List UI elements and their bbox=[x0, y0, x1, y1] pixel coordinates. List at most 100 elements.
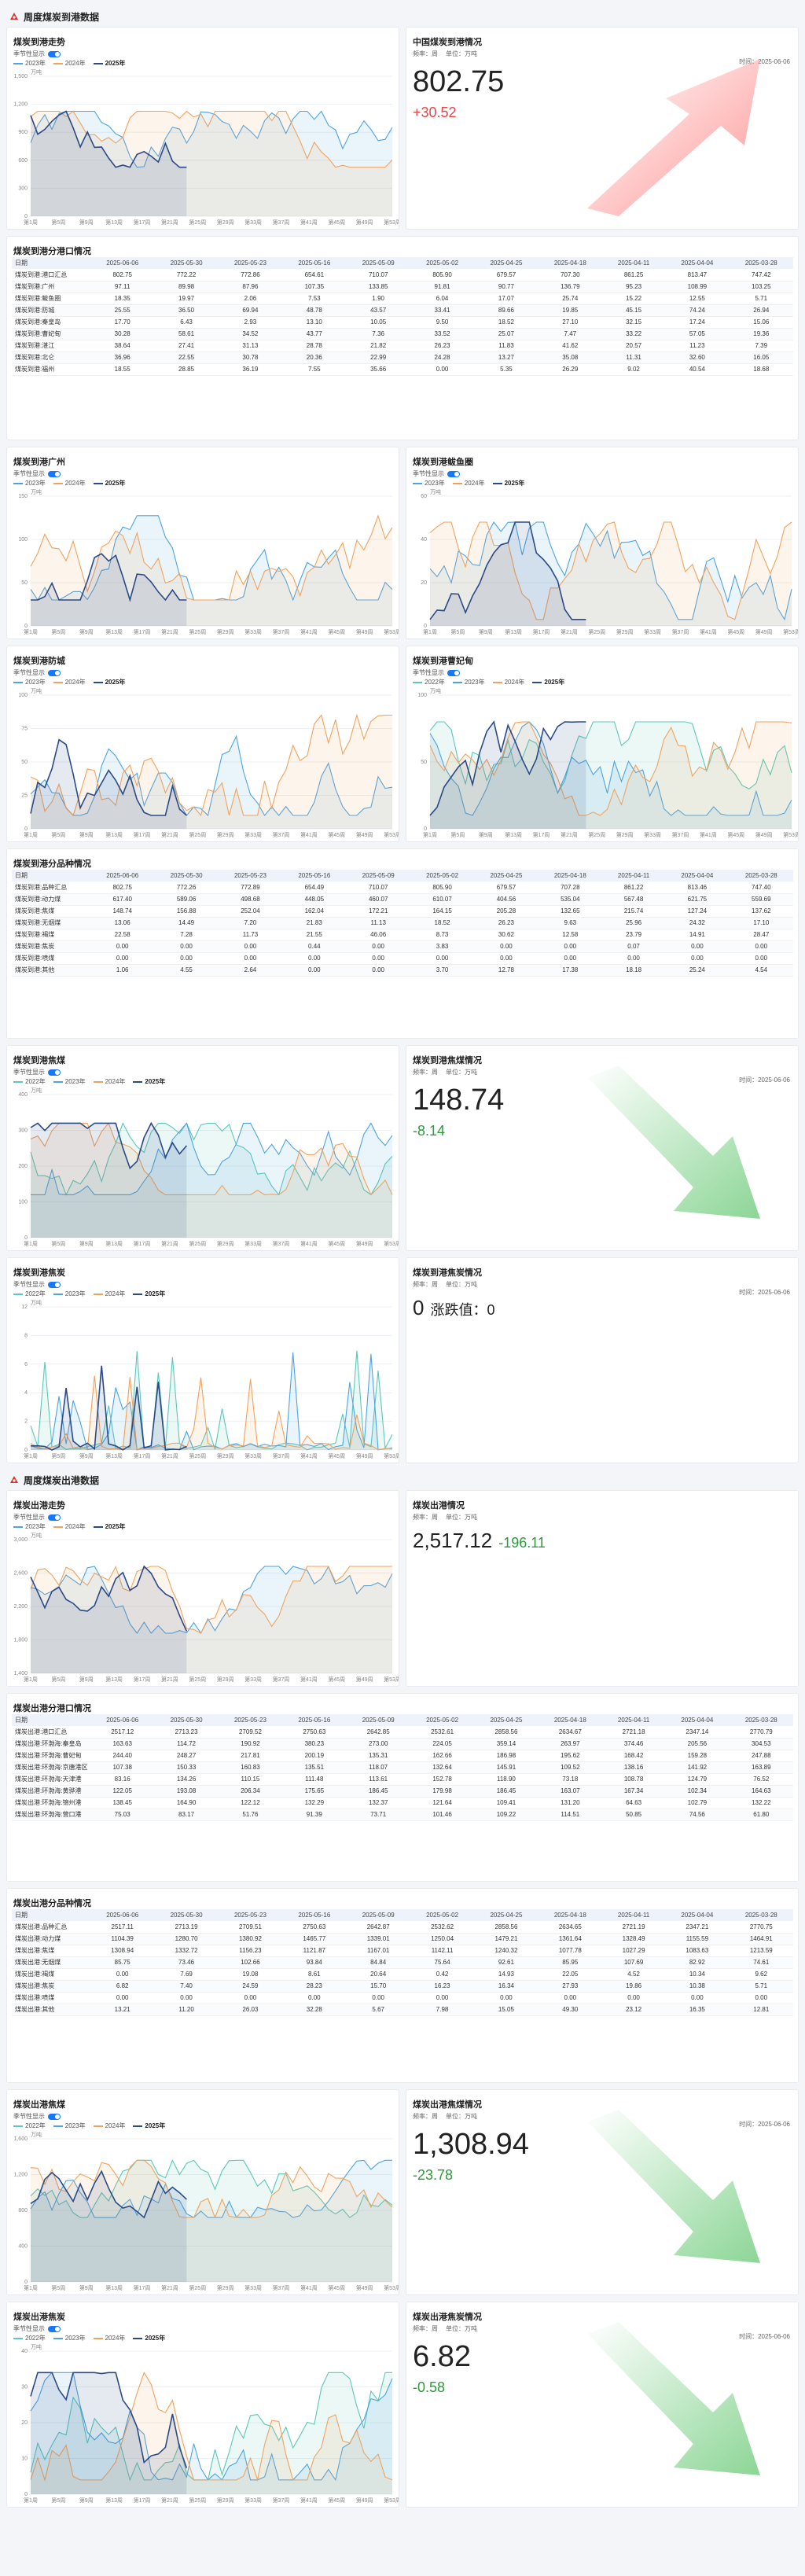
column-header[interactable]: 2025-04-11 bbox=[602, 1714, 666, 1726]
column-header[interactable]: 2025-05-23 bbox=[218, 870, 283, 881]
table-row[interactable]: 煤炭出港:环渤海:天津港 83.16 134.26 110.15 111.48 113.6… bbox=[12, 1773, 793, 1786]
column-header[interactable]: 日期 bbox=[12, 1909, 90, 1921]
legend-item[interactable]: 2024年 bbox=[492, 678, 524, 686]
toggle-switch-icon[interactable] bbox=[447, 470, 460, 477]
table-row[interactable]: 煤炭出港:环渤海:曹妃甸 244.40 248.27 217.81 200.19 135.… bbox=[12, 1750, 793, 1762]
legend-item[interactable]: 2025年 bbox=[93, 678, 125, 686]
toggle-switch-icon[interactable] bbox=[48, 1069, 61, 1076]
toggle-switch-icon[interactable] bbox=[48, 50, 61, 57]
column-header[interactable]: 2025-05-16 bbox=[282, 870, 347, 881]
toggle-switch-icon[interactable] bbox=[48, 470, 61, 477]
column-header[interactable]: 2025-05-09 bbox=[346, 1714, 410, 1726]
legend-item[interactable]: 2025年 bbox=[93, 59, 125, 68]
column-header[interactable]: 2025-03-28 bbox=[729, 870, 793, 881]
table-row[interactable]: 煤炭出港:环渤海:营口港 75.03 83.17 51.76 91.39 73.71 101… bbox=[12, 1809, 793, 1821]
table-row[interactable]: 煤炭到港:喷煤 0.00 0.00 0.00 0.00 0.00 0.00 0.00 0.00 0… bbox=[12, 952, 793, 965]
legend-item[interactable]: 2023年 bbox=[53, 2334, 86, 2342]
table-row[interactable]: 煤炭出港:焦煤 1308.94 1332.72 1156.23 1121.87 1167.… bbox=[12, 1945, 793, 1957]
column-header[interactable]: 2025-05-23 bbox=[218, 257, 283, 269]
legend-item[interactable]: 2025年 bbox=[133, 2122, 165, 2130]
seasonal-toggle[interactable]: 季节性显示 bbox=[13, 2324, 61, 2333]
column-header[interactable]: 2025-05-23 bbox=[218, 1909, 283, 1921]
legend-item[interactable]: 2024年 bbox=[93, 1290, 125, 1298]
column-header[interactable]: 2025-05-02 bbox=[410, 1909, 475, 1921]
column-header[interactable]: 2025-05-09 bbox=[346, 1909, 410, 1921]
legend-item[interactable]: 2025年 bbox=[492, 479, 524, 488]
legend-item[interactable]: 2022年 bbox=[13, 1077, 46, 1086]
column-header[interactable]: 2025-05-09 bbox=[346, 870, 410, 881]
legend-item[interactable]: 2024年 bbox=[53, 1522, 86, 1531]
legend-item[interactable]: 2024年 bbox=[93, 1077, 125, 1086]
column-header[interactable]: 日期 bbox=[12, 1714, 90, 1726]
table-row[interactable]: 煤炭出港:焦炭 6.82 7.40 24.59 28.23 15.70 16.23 16.34… bbox=[12, 1980, 793, 1993]
legend-item[interactable]: 2022年 bbox=[413, 678, 445, 686]
legend-item[interactable]: 2022年 bbox=[13, 2334, 46, 2342]
column-header[interactable]: 2025-04-18 bbox=[538, 1714, 602, 1726]
seasonal-toggle[interactable]: 季节性显示 bbox=[13, 469, 61, 478]
legend-item[interactable]: 2024年 bbox=[452, 479, 485, 488]
seasonal-toggle[interactable]: 季节性显示 bbox=[413, 469, 460, 478]
column-header[interactable]: 2025-05-30 bbox=[154, 1909, 219, 1921]
table-row[interactable]: 煤炭出港:环渤海:锦州港 138.45 164.90 122.12 132.29 132.… bbox=[12, 1797, 793, 1809]
column-header[interactable]: 2025-05-16 bbox=[282, 257, 347, 269]
legend-item[interactable]: 2023年 bbox=[452, 678, 485, 686]
column-header[interactable]: 2025-04-18 bbox=[538, 257, 602, 269]
legend-item[interactable]: 2022年 bbox=[13, 1290, 46, 1298]
column-header[interactable]: 日期 bbox=[12, 870, 90, 881]
seasonal-toggle[interactable]: 季节性显示 bbox=[13, 1513, 61, 1522]
table-row[interactable]: 煤炭到港:其他 1.06 4.55 2.64 0.00 0.00 3.70 12.78 17.3… bbox=[12, 964, 793, 977]
column-header[interactable]: 2025-04-11 bbox=[602, 1909, 666, 1921]
table-row[interactable]: 煤炭到港:焦煤 148.74 156.88 252.04 162.04 172.21 164… bbox=[12, 905, 793, 918]
legend-item[interactable]: 2025年 bbox=[532, 678, 564, 686]
seasonal-toggle[interactable]: 季节性显示 bbox=[13, 2112, 61, 2121]
column-header[interactable]: 2025-05-16 bbox=[282, 1909, 347, 1921]
legend-item[interactable]: 2025年 bbox=[93, 479, 125, 488]
table-row[interactable]: 煤炭出港:其他 13.21 11.20 26.03 32.28 5.67 7.98 15.05… bbox=[12, 2004, 793, 2016]
column-header[interactable]: 2025-05-16 bbox=[282, 1714, 347, 1726]
legend-item[interactable]: 2024年 bbox=[53, 479, 86, 488]
column-header[interactable]: 2025-04-04 bbox=[665, 257, 730, 269]
column-header[interactable]: 2025-05-30 bbox=[154, 257, 219, 269]
column-header[interactable]: 2025-04-11 bbox=[602, 257, 666, 269]
table-row[interactable]: 煤炭出港:环渤海:黄骅港 122.05 193.08 206.34 175.65 186.… bbox=[12, 1785, 793, 1798]
column-header[interactable]: 2025-04-25 bbox=[474, 870, 539, 881]
toggle-switch-icon[interactable] bbox=[447, 669, 460, 676]
seasonal-toggle[interactable]: 季节性显示 bbox=[13, 1068, 61, 1076]
column-header[interactable]: 2025-04-11 bbox=[602, 870, 666, 881]
table-row[interactable]: 煤炭到港:防城 25.55 36.50 69.94 48.78 43.57 33.41 89.… bbox=[12, 304, 793, 317]
legend-item[interactable]: 2025年 bbox=[133, 1290, 165, 1298]
column-header[interactable]: 2025-03-28 bbox=[729, 1714, 793, 1726]
legend-item[interactable]: 2023年 bbox=[53, 1290, 86, 1298]
column-header[interactable]: 2025-05-02 bbox=[410, 1714, 475, 1726]
table-row[interactable]: 煤炭出港:品种汇总 2517.11 2713.19 2709.51 2750.63 264… bbox=[12, 1921, 793, 1934]
seasonal-toggle[interactable]: 季节性显示 bbox=[13, 50, 61, 58]
table-row[interactable]: 煤炭到港:曹妃甸 30.28 58.61 34.52 43.77 7.36 33.52 25.… bbox=[12, 328, 793, 340]
table-row[interactable]: 煤炭到港:褐煤 22.58 7.28 11.73 21.55 46.06 8.73 30.62… bbox=[12, 929, 793, 941]
legend-item[interactable]: 2024年 bbox=[53, 59, 86, 68]
column-header[interactable]: 日期 bbox=[12, 257, 90, 269]
legend-item[interactable]: 2023年 bbox=[53, 1077, 86, 1086]
column-header[interactable]: 2025-05-09 bbox=[346, 257, 410, 269]
column-header[interactable]: 2025-06-06 bbox=[90, 1909, 155, 1921]
table-row[interactable]: 煤炭到港:湛江 38.64 27.41 31.13 28.78 21.82 26.23 11.… bbox=[12, 340, 793, 352]
table-row[interactable]: 煤炭出港:港口汇总 2517.12 2713.23 2709.52 2750.63 264… bbox=[12, 1726, 793, 1739]
legend-item[interactable]: 2023年 bbox=[13, 1522, 46, 1531]
table-row[interactable]: 煤炭到港:广州 97.11 89.98 87.96 107.35 133.85 91.81 9… bbox=[12, 281, 793, 293]
table-row[interactable]: 煤炭出港:环渤海:京唐港区 107.38 150.33 160.83 135.51 118… bbox=[12, 1761, 793, 1774]
legend-item[interactable]: 2023年 bbox=[13, 59, 46, 68]
column-header[interactable]: 2025-06-06 bbox=[90, 1714, 155, 1726]
column-header[interactable]: 2025-04-04 bbox=[665, 1909, 730, 1921]
column-header[interactable]: 2025-05-02 bbox=[410, 870, 475, 881]
table-row[interactable]: 煤炭出港:喷煤 0.00 0.00 0.00 0.00 0.00 0.00 0.00 0.00 0… bbox=[12, 1992, 793, 2004]
column-header[interactable]: 2025-04-25 bbox=[474, 1909, 539, 1921]
column-header[interactable]: 2025-05-30 bbox=[154, 870, 219, 881]
column-header[interactable]: 2025-04-18 bbox=[538, 1909, 602, 1921]
table-row[interactable]: 煤炭到港:鲅鱼圈 18.35 19.97 2.06 7.53 1.90 6.04 17.07 2… bbox=[12, 293, 793, 305]
legend-item[interactable]: 2023年 bbox=[13, 479, 46, 488]
toggle-switch-icon[interactable] bbox=[48, 1514, 61, 1521]
legend-item[interactable]: 2024年 bbox=[93, 2122, 125, 2130]
table-row[interactable]: 煤炭到港:品种汇总 802.75 772.26 772.89 654.49 710.07 8… bbox=[12, 881, 793, 894]
table-row[interactable]: 煤炭出港:褐煤 0.00 7.69 19.08 8.61 20.64 0.42 14.93 22… bbox=[12, 1968, 793, 1981]
column-header[interactable]: 2025-05-23 bbox=[218, 1714, 283, 1726]
toggle-switch-icon[interactable] bbox=[48, 1281, 61, 1288]
